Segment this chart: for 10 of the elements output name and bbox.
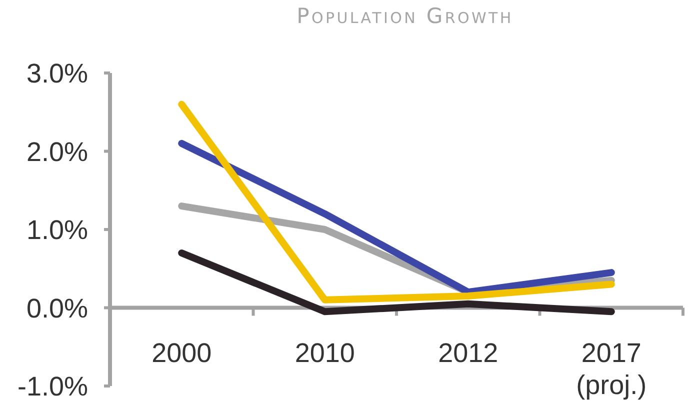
y-tick-label: 1.0% [26,215,88,246]
y-tick-label: 0.0% [26,293,88,324]
x-tick-label: 2012 [438,338,498,368]
x-tick-label: 2017 (proj.) [576,338,647,400]
y-tick-label: 3.0% [26,58,88,89]
x-tick-label: 2000 [152,338,212,368]
x-tick-label: 2010 [294,338,355,368]
chart-title: Population Growth [296,4,514,28]
y-tick-label: 2.0% [26,136,88,167]
y-tick-label: -1.0% [17,372,88,402]
